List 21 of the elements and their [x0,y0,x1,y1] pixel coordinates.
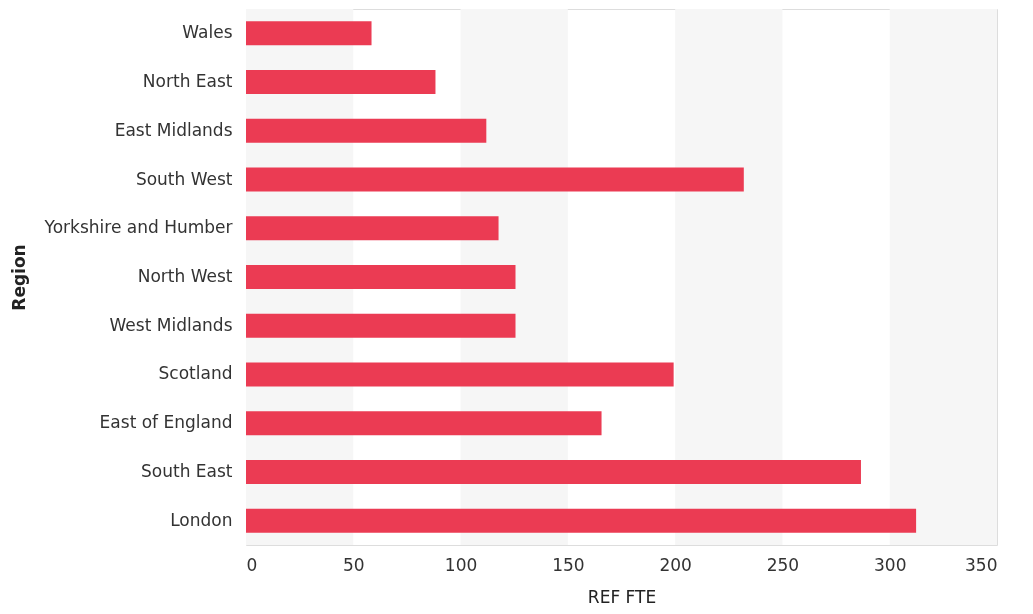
y-axis-title: Region [8,244,29,311]
x-tick-label: 150 [552,554,585,575]
x-tick-label: 100 [444,554,478,575]
x-tick-label: 200 [659,554,692,575]
y-tick-label: West Midlands [109,314,233,335]
y-tick-label: Scotland [158,363,233,384]
x-tick-label: 250 [766,554,800,575]
x-tick-label: 350 [965,554,998,575]
x-tick-label: 300 [873,554,907,575]
y-tick-label: Wales [182,22,233,43]
y-tick-label: South East [141,460,233,481]
y-tick-label: North East [142,71,233,92]
y-tick-label: Yorkshire and Humber [43,217,233,238]
x-tick-label: 0 [246,554,258,575]
x-axis-title: REF FTE [587,586,657,607]
x-tick-label: 50 [342,554,365,575]
y-tick-label: East of England [99,412,233,433]
y-tick-label: South West [135,168,233,189]
y-tick-label: North West [137,266,233,286]
y-tick-label: London [170,509,233,530]
y-tick-label: East Midlands [114,119,233,140]
